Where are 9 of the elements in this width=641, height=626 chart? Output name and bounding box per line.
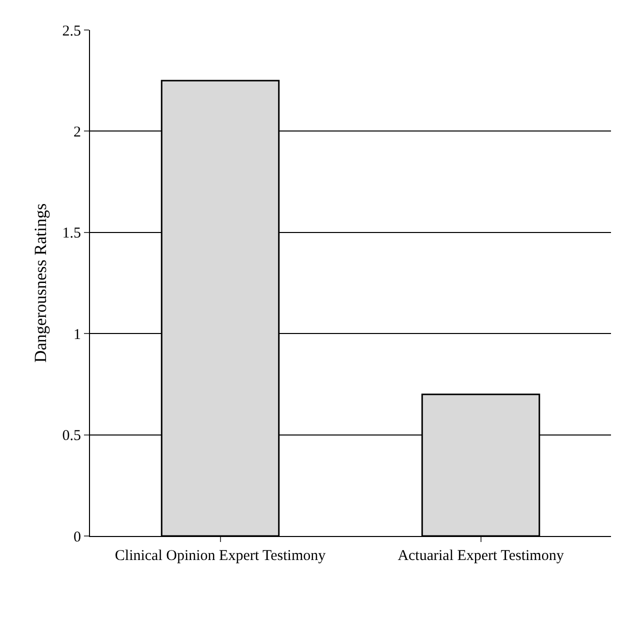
y-tick-label: 2.5 xyxy=(62,23,81,40)
y-tick-label: 1 xyxy=(74,326,81,343)
y-tick-label: 0 xyxy=(74,529,81,546)
y-tick-label: 0.5 xyxy=(62,428,81,444)
x-tick-label: Clinical Opinion Expert Testimony xyxy=(114,548,326,564)
y-tick-label: 1.5 xyxy=(62,226,81,242)
y-tick-label: 2 xyxy=(74,124,81,140)
x-tick-label: Actuarial Expert Testimony xyxy=(398,548,564,564)
y-axis-title: Dangerousness Ratings xyxy=(31,203,50,363)
